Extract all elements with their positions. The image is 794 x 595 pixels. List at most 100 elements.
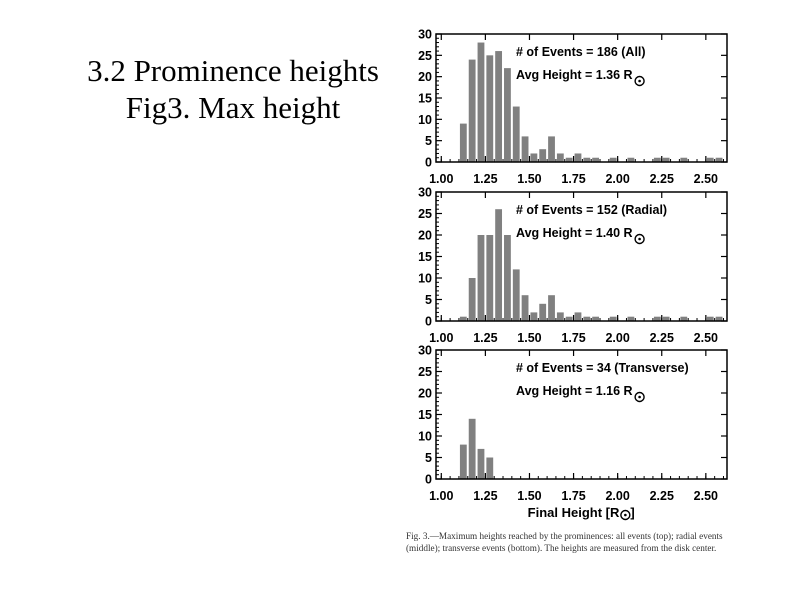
slide-title: 3.2 Prominence heights Fig3. Max height xyxy=(58,52,408,126)
panel-2-y-tick-label: 20 xyxy=(418,229,432,243)
panel-3-y-tick-label: 5 xyxy=(425,451,432,465)
panel-3-x-tick-label: 2.00 xyxy=(605,489,629,503)
panel-3-y-tick-label: 10 xyxy=(418,430,432,444)
panel-2-y-tick-label: 0 xyxy=(425,315,432,329)
panel-2-solar-radius-symbol-dot xyxy=(638,237,641,241)
panel-3-y-tick-label: 15 xyxy=(418,408,432,422)
panel-1-bar xyxy=(495,51,503,162)
panel-1-bar xyxy=(468,59,476,162)
panel-2-y-tick-label: 5 xyxy=(425,293,432,307)
panel-1-bar xyxy=(680,157,688,162)
panel-1-bar xyxy=(583,157,591,162)
panel-3-solar-radius-symbol-ring xyxy=(634,391,645,403)
panel-1-y-tick-label: 30 xyxy=(418,28,432,42)
panel-2-bar xyxy=(574,312,582,321)
panel-1-y-tick-label: 10 xyxy=(418,113,432,127)
panel-1-x-tick-label: 1.75 xyxy=(561,172,585,186)
panel-1-bar xyxy=(539,149,547,162)
x-axis-label-solar-symbol-ring xyxy=(620,509,631,521)
panel-1-y-tick-label: 5 xyxy=(425,134,432,148)
panel-1-annotation-avg-height: Avg Height = 1.36 R xyxy=(516,68,633,82)
panel-2-y-tick-label: 25 xyxy=(418,207,432,221)
panel-2-bar xyxy=(486,235,494,321)
panel-2-bar xyxy=(583,316,591,321)
panel-1-bar xyxy=(521,136,529,162)
panel-2-y-tick-label: 30 xyxy=(418,186,432,200)
panel-1-x-tick-label: 1.50 xyxy=(517,172,541,186)
panel-2-bar xyxy=(680,316,688,321)
panel-2-annotation-avg-height: Avg Height = 1.40 R xyxy=(516,226,633,240)
panel-2-bar xyxy=(468,278,476,321)
panel-2-bar xyxy=(521,295,529,321)
panel-1-y-tick-label: 25 xyxy=(418,49,432,63)
panel-3-y-tick-label: 20 xyxy=(418,387,432,401)
panel-3-y-tick-label: 30 xyxy=(418,344,432,358)
panel-2-bar xyxy=(495,209,503,321)
panel-2-bar xyxy=(530,312,538,321)
panel-1-bar xyxy=(653,157,661,162)
panel-1-bar xyxy=(715,157,723,162)
panel-1-bar xyxy=(556,153,564,162)
panel-1-solar-radius-symbol-ring xyxy=(634,75,645,87)
panel-2-annotation-events: # of Events = 152 (Radial) xyxy=(516,203,667,217)
panel-3-bar xyxy=(486,457,494,479)
panel-2-bar xyxy=(662,316,670,321)
panel-2-bar xyxy=(592,316,600,321)
x-axis-label: Final Height [R xyxy=(528,505,620,520)
slide-title-line-2: Fig3. Max height xyxy=(125,90,341,125)
panel-1-bar xyxy=(459,123,467,162)
panel-1-x-tick-label: 2.50 xyxy=(694,172,718,186)
panel-3-y-tick-label: 25 xyxy=(418,365,432,379)
panel-3-x-tick-label: 1.75 xyxy=(561,489,585,503)
panel-1-bar xyxy=(592,157,600,162)
panel-2-bar xyxy=(548,295,555,321)
panel-1-bar xyxy=(548,136,555,162)
panel-2-bar xyxy=(459,316,467,321)
panel-2-x-tick-label: 2.25 xyxy=(650,331,674,345)
panel-2-bar xyxy=(706,316,714,321)
panel-2-solar-radius-symbol-ring xyxy=(634,233,645,245)
panel-1-bar xyxy=(565,157,573,162)
panel-2-bar xyxy=(653,316,661,321)
panel-3-x-tick-label: 1.00 xyxy=(429,489,453,503)
panel-3-solar-radius-symbol-dot xyxy=(638,395,641,399)
panel-2-bar xyxy=(539,303,547,321)
panel-2-bar xyxy=(504,235,511,321)
slide-title-line-1: 3.2 Prominence heights xyxy=(87,53,379,88)
panel-3-bar xyxy=(477,448,485,479)
x-axis-label-close-bracket: ] xyxy=(630,505,634,520)
panel-1-bar xyxy=(574,153,582,162)
panel-2-bar xyxy=(512,269,520,321)
panel-3-x-tick-label: 1.25 xyxy=(473,489,497,503)
panel-1-bar xyxy=(504,68,511,162)
panel-3-x-tick-label: 2.25 xyxy=(650,489,674,503)
panel-2-bar xyxy=(715,316,723,321)
panel-2-x-tick-label: 1.00 xyxy=(429,331,453,345)
figure-caption: Fig. 3.—Maximum heights reached by the p… xyxy=(406,531,723,553)
panel-3-x-tick-label: 1.50 xyxy=(517,489,541,503)
panel-3-annotation-avg-height: Avg Height = 1.16 R xyxy=(516,384,633,398)
panel-1-solar-radius-symbol-dot xyxy=(638,79,641,83)
panel-3-bar xyxy=(468,418,476,479)
panel-1-annotation-events: # of Events = 186 (All) xyxy=(516,45,646,59)
panel-2-y-tick-label: 10 xyxy=(418,272,432,286)
panel-1-bar xyxy=(530,153,538,162)
panel-1-y-tick-label: 20 xyxy=(418,70,432,84)
panel-2-y-tick-label: 15 xyxy=(418,250,432,264)
panel-2-bar xyxy=(627,316,635,321)
panel-2-x-tick-label: 2.50 xyxy=(694,331,718,345)
panel-3-annotation-events: # of Events = 34 (Transverse) xyxy=(516,361,689,375)
panel-2-x-tick-label: 1.25 xyxy=(473,331,497,345)
panel-2-bar xyxy=(609,316,617,321)
panel-2-x-tick-label: 2.00 xyxy=(605,331,629,345)
panel-1-bar xyxy=(512,106,520,162)
x-axis-label-solar-symbol-dot xyxy=(624,513,627,517)
panel-1-bar xyxy=(477,42,485,162)
panel-2-bar xyxy=(477,235,485,321)
panel-1-x-tick-label: 1.25 xyxy=(473,172,497,186)
panel-1-bar xyxy=(486,55,494,163)
panel-2-bar xyxy=(565,316,573,321)
panel-1-bar xyxy=(706,157,714,162)
panel-3-x-tick-label: 2.50 xyxy=(694,489,718,503)
